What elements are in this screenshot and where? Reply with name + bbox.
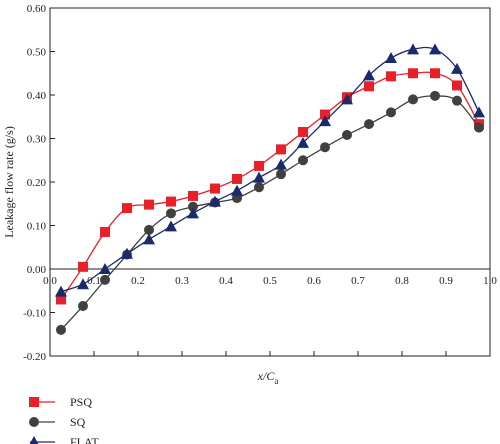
x-axis: 0.0 0.1 0.2 0.3 0.4 0.5 0.6 0.7 0.8 0.9 1.0 <box>43 275 497 356</box>
y-tick-label: 0.00 <box>27 264 47 276</box>
y-tick-label: 0.10 <box>27 221 47 233</box>
data-point-flat <box>99 263 111 274</box>
y-tick-label: 0.50 <box>27 47 47 59</box>
data-point-flat <box>187 207 199 219</box>
series-flat <box>55 43 485 297</box>
data-point-psq <box>298 126 308 137</box>
data-point-sq <box>188 201 198 212</box>
data-point-psq <box>430 68 440 79</box>
x-tick-label: 0.2 <box>131 275 145 287</box>
data-point-flat <box>429 43 441 55</box>
data-point-psq <box>188 190 198 201</box>
x-tick-label: 0.3 <box>175 275 189 287</box>
data-point-psq <box>254 160 264 171</box>
data-point-psq <box>56 294 66 305</box>
data-point-flat <box>363 69 375 81</box>
data-point-flat <box>473 106 485 118</box>
data-point-sq <box>144 224 154 235</box>
data-point-psq <box>452 80 462 91</box>
data-point-sq <box>78 300 88 311</box>
data-point-flat <box>297 136 309 148</box>
legend-item-sq: SQ <box>29 415 86 429</box>
x-tick-label: 0.8 <box>395 275 409 287</box>
y-tick-label: 0.60 <box>27 3 47 15</box>
x-tick-label: 0.5 <box>263 275 277 287</box>
data-point-flat <box>385 52 397 64</box>
x-tick-label: 0.9 <box>439 275 453 287</box>
legend-marker-psq <box>29 397 39 407</box>
data-point-sq <box>474 122 484 133</box>
y-axis: -0.20 -0.10 0.00 0.10 0.20 0.30 0.40 0.50 0.60 <box>23 3 55 363</box>
y-axis-label: Leakage flow rate (g/s) <box>2 126 16 238</box>
legend-label-sq: SQ <box>70 415 86 429</box>
x-axis-label: x/Ca <box>257 369 279 386</box>
data-point-sq <box>364 119 374 130</box>
data-point-psq <box>320 109 330 120</box>
y-tick-label: -0.10 <box>23 308 46 320</box>
data-point-sq <box>342 130 352 141</box>
data-point-psq <box>166 196 176 207</box>
data-point-psq <box>408 68 418 79</box>
data-point-sq <box>452 95 462 106</box>
y-tick-label: -0.20 <box>23 351 46 363</box>
data-point-flat <box>341 93 353 105</box>
x-tick-label: 0.0 <box>43 275 57 287</box>
plot-frame <box>49 7 491 357</box>
data-point-sq <box>100 274 110 285</box>
y-tick-label: 0.40 <box>27 90 47 102</box>
data-point-sq <box>254 182 264 193</box>
data-point-psq <box>122 203 132 214</box>
x-tick-label: 0.7 <box>351 275 365 287</box>
data-point-flat <box>77 278 89 290</box>
x-tick-label: 0.6 <box>307 275 321 287</box>
x-tick-label: 0.4 <box>219 275 233 287</box>
data-point-sq <box>298 155 308 166</box>
data-point-sq <box>430 90 440 101</box>
legend-marker-sq <box>29 417 39 427</box>
legend-item-flat: FLAT <box>29 435 99 444</box>
x-tick-label: 0.1 <box>87 275 101 287</box>
data-point-psq <box>100 227 110 238</box>
legend-marker-flat <box>29 436 39 444</box>
y-tick-label: 0.30 <box>27 134 47 146</box>
data-point-sq <box>320 142 330 153</box>
data-point-flat <box>165 220 177 232</box>
data-point-psq <box>276 144 286 155</box>
data-point-psq <box>232 173 242 184</box>
data-point-psq <box>210 183 220 194</box>
data-point-sq <box>408 94 418 105</box>
data-point-psq <box>364 81 374 92</box>
legend-label-psq: PSQ <box>70 395 92 409</box>
legend-item-psq: PSQ <box>29 395 92 409</box>
data-point-flat <box>407 43 419 55</box>
x-tick-label: 1.0 <box>483 275 497 287</box>
data-point-sq <box>386 107 396 118</box>
data-point-sq <box>276 169 286 180</box>
data-point-flat <box>55 285 67 297</box>
data-point-psq <box>144 199 154 210</box>
data-point-flat <box>143 233 155 245</box>
data-point-flat <box>121 247 133 259</box>
data-point-flat <box>253 171 265 183</box>
data-point-flat <box>275 158 287 170</box>
data-point-sq <box>56 324 66 335</box>
data-point-psq <box>386 71 396 82</box>
data-point-flat <box>319 115 331 127</box>
series-sq <box>56 90 484 335</box>
data-point-flat <box>451 62 463 74</box>
legend-label-flat: FLAT <box>70 435 99 444</box>
x-axis-label-main: x/C <box>257 369 276 383</box>
series-line-psq <box>60 71 480 300</box>
data-point-flat <box>231 184 243 196</box>
data-point-psq <box>78 261 88 272</box>
legend: PSQ SQ FLAT <box>29 395 99 444</box>
x-axis-label-subscript: a <box>274 376 278 386</box>
y-tick-label: 0.20 <box>27 177 47 189</box>
data-point-sq <box>166 208 176 219</box>
series-layer <box>55 43 485 335</box>
data-point-flat <box>209 195 221 207</box>
